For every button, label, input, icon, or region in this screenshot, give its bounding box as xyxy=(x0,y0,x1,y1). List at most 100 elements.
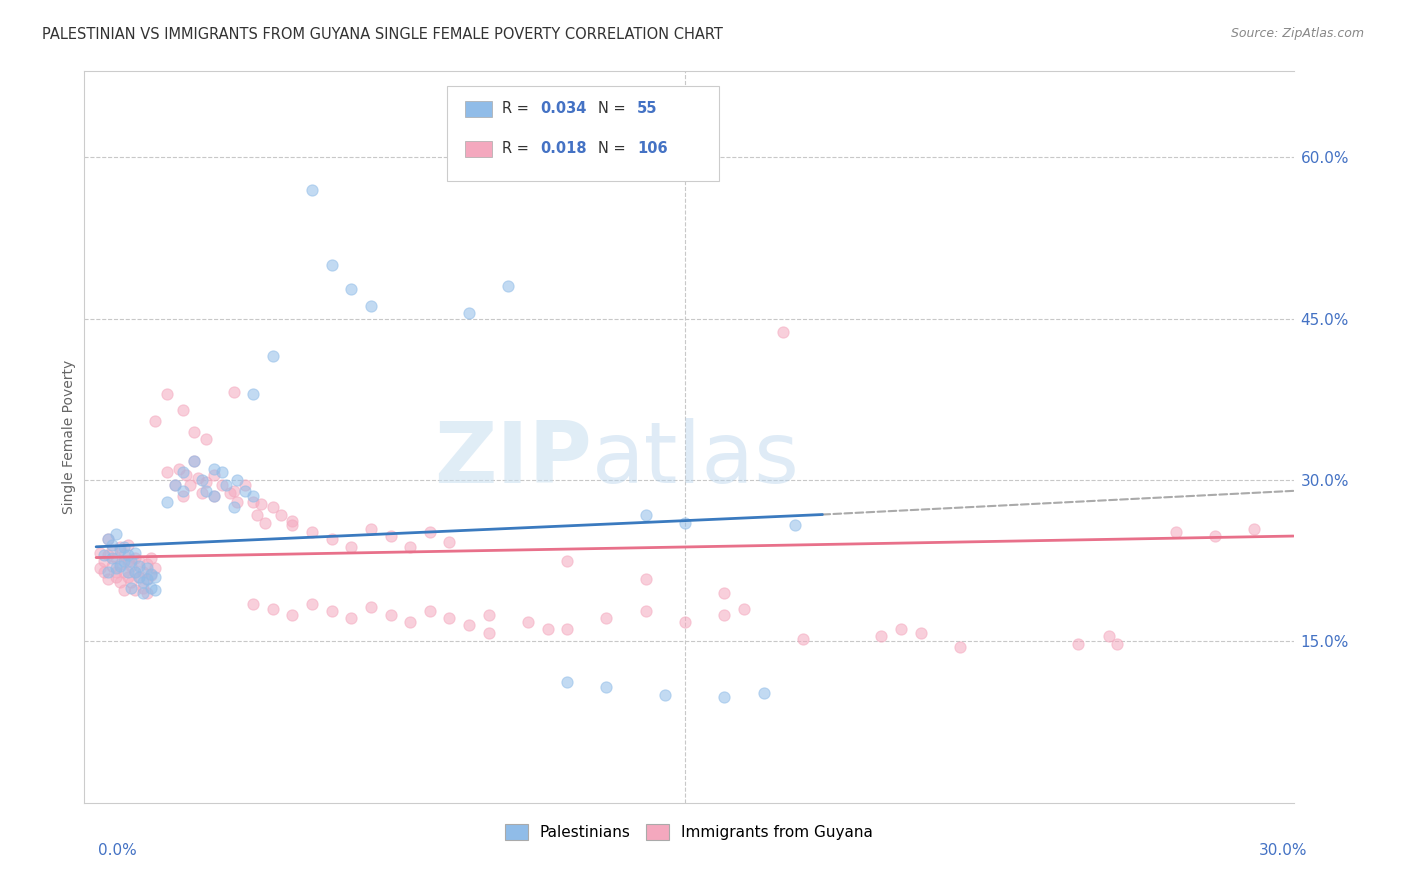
Point xyxy=(132,586,155,600)
Point xyxy=(139,566,162,581)
Point xyxy=(262,602,284,616)
Point xyxy=(419,604,441,618)
Point xyxy=(301,183,323,197)
Point xyxy=(93,554,115,568)
Text: N =: N = xyxy=(599,141,630,156)
Point xyxy=(163,478,186,492)
Y-axis label: Single Female Poverty: Single Female Poverty xyxy=(62,360,76,514)
Point xyxy=(226,473,249,487)
Point xyxy=(478,625,501,640)
Point xyxy=(101,559,124,574)
Point xyxy=(121,581,143,595)
Text: atlas: atlas xyxy=(592,417,800,500)
Point xyxy=(270,508,292,522)
Point xyxy=(172,465,194,479)
Point xyxy=(112,549,135,563)
Point xyxy=(179,478,201,492)
Point xyxy=(202,467,225,482)
Point xyxy=(634,508,657,522)
Point xyxy=(752,686,775,700)
Point xyxy=(139,550,162,565)
Text: 0.018: 0.018 xyxy=(540,141,586,156)
Point xyxy=(281,607,304,622)
Point xyxy=(176,467,198,482)
Point xyxy=(187,471,209,485)
Point xyxy=(104,561,127,575)
Point xyxy=(419,524,441,539)
Point xyxy=(124,565,146,579)
Point xyxy=(262,350,284,364)
Text: PALESTINIAN VS IMMIGRANTS FROM GUYANA SINGLE FEMALE POVERTY CORRELATION CHART: PALESTINIAN VS IMMIGRANTS FROM GUYANA SI… xyxy=(42,27,723,42)
Point xyxy=(242,494,264,508)
Point xyxy=(183,425,205,439)
Point xyxy=(215,478,238,492)
Point xyxy=(117,549,139,563)
Point xyxy=(112,554,135,568)
Point xyxy=(128,570,150,584)
Point xyxy=(104,565,127,579)
Point xyxy=(172,489,194,503)
Point xyxy=(139,567,162,582)
Text: N =: N = xyxy=(599,101,630,116)
Point xyxy=(1105,637,1128,651)
Text: 0.0%: 0.0% xyxy=(98,843,138,858)
Point xyxy=(136,586,159,600)
Point xyxy=(439,611,461,625)
Point xyxy=(112,582,135,597)
Point xyxy=(136,557,159,571)
Point xyxy=(124,550,146,565)
Point xyxy=(321,533,343,547)
Point xyxy=(399,615,422,629)
Point xyxy=(1098,629,1121,643)
Point xyxy=(128,554,150,568)
Text: Source: ZipAtlas.com: Source: ZipAtlas.com xyxy=(1230,27,1364,40)
Point xyxy=(222,500,245,514)
Point xyxy=(183,454,205,468)
Point xyxy=(97,549,120,563)
Point xyxy=(634,572,657,586)
Point xyxy=(595,611,617,625)
Point xyxy=(340,540,363,554)
Point xyxy=(242,489,264,503)
Point xyxy=(321,258,343,272)
Point xyxy=(195,475,218,490)
Point xyxy=(1164,524,1187,539)
Point xyxy=(195,432,218,446)
Point xyxy=(222,483,245,498)
Point xyxy=(536,622,558,636)
Point xyxy=(250,497,273,511)
Point xyxy=(517,615,540,629)
Point xyxy=(191,486,214,500)
Text: R =: R = xyxy=(502,101,533,116)
Point xyxy=(340,282,363,296)
Point xyxy=(117,538,139,552)
Point xyxy=(595,680,617,694)
Point xyxy=(246,508,269,522)
Text: ZIP: ZIP xyxy=(434,417,592,500)
Point xyxy=(104,527,127,541)
Point xyxy=(112,565,135,579)
Point xyxy=(143,561,166,575)
Point xyxy=(101,550,124,565)
Text: 55: 55 xyxy=(637,101,658,116)
Point xyxy=(772,325,794,339)
Point xyxy=(89,561,111,575)
Point xyxy=(1204,529,1226,543)
Point xyxy=(101,543,124,558)
Point xyxy=(163,478,186,492)
Point xyxy=(380,529,402,543)
Point xyxy=(97,565,120,579)
Point xyxy=(458,306,481,320)
Point xyxy=(136,561,159,575)
Point xyxy=(108,543,131,558)
Point xyxy=(211,478,233,492)
Point xyxy=(93,549,115,563)
Point xyxy=(104,550,127,565)
Point xyxy=(143,582,166,597)
Point xyxy=(156,494,179,508)
Point xyxy=(634,604,657,618)
Point xyxy=(910,625,932,640)
Point xyxy=(360,600,382,615)
Point xyxy=(222,384,245,399)
Point xyxy=(117,554,139,568)
